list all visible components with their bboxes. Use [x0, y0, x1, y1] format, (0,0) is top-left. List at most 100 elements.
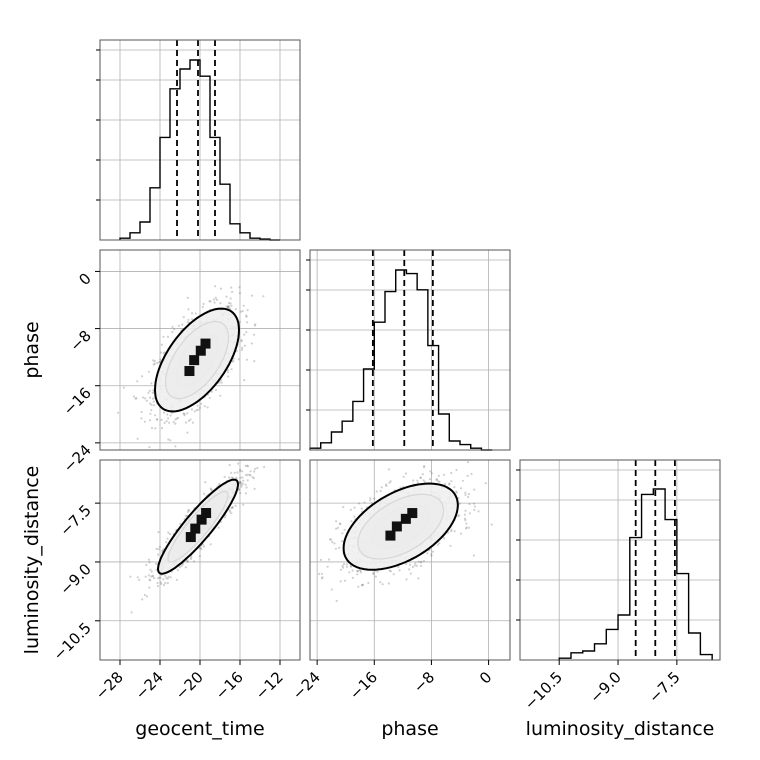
- scatter-point: [239, 476, 242, 479]
- x-axis-label: geocent_time: [135, 718, 264, 740]
- scatter-point: [175, 578, 178, 582]
- scatter-point: [389, 480, 392, 483]
- scatter-point: [262, 295, 265, 298]
- scatter-point: [240, 485, 243, 488]
- scatter-point: [147, 370, 150, 373]
- scatter-point: [409, 563, 412, 566]
- scatter-point: [217, 526, 220, 529]
- scatter-point: [138, 578, 141, 581]
- x-axis-label: luminosity_distance: [526, 718, 715, 740]
- scatter-point: [250, 342, 253, 345]
- scatter-point: [342, 506, 345, 509]
- scatter-point: [430, 554, 433, 558]
- scatter-point: [449, 544, 452, 547]
- histogram-step: [119, 59, 280, 241]
- panel-frame: [309, 459, 511, 661]
- scatter-point: [484, 482, 487, 485]
- scatter-point: [423, 464, 426, 468]
- scatter-point: [186, 296, 189, 299]
- scatter-point: [463, 513, 466, 516]
- scatter-point: [145, 595, 149, 598]
- scatter-point: [467, 495, 470, 499]
- scatter-point: [238, 482, 241, 485]
- y-tick-label: −10.5: [50, 619, 95, 664]
- scatter-point: [129, 575, 132, 578]
- scatter-point: [166, 582, 169, 585]
- scatter-point: [147, 574, 150, 577]
- scatter-point: [241, 310, 244, 313]
- scatter-point: [160, 418, 163, 421]
- scatter-point: [174, 445, 177, 448]
- scatter-point: [150, 382, 153, 385]
- scatter-point: [361, 583, 364, 586]
- scatter-point: [227, 306, 230, 310]
- scatter-point: [466, 461, 470, 464]
- scatter-point: [351, 576, 354, 580]
- scatter-point: [490, 523, 493, 526]
- scatter-point: [357, 585, 360, 588]
- scatter-point: [402, 475, 405, 478]
- scatter-point: [245, 473, 248, 477]
- scatter-point: [244, 464, 247, 467]
- scatter-point: [242, 503, 245, 506]
- scatter-point: [141, 396, 145, 399]
- scatter-point: [240, 340, 243, 343]
- scatter-point: [225, 295, 228, 298]
- scatter-point: [252, 333, 256, 336]
- scatter-point: [438, 542, 441, 545]
- panel-1-1: [309, 250, 510, 451]
- scatter-point: [240, 339, 243, 342]
- scatter-point: [149, 402, 152, 405]
- scatter-point: [472, 554, 475, 557]
- scatter-point: [136, 380, 139, 383]
- scatter-point: [166, 577, 169, 580]
- histogram-step: [558, 488, 713, 660]
- scatter-point: [201, 543, 204, 546]
- scatter-point: [349, 565, 353, 568]
- scatter-point: [411, 565, 414, 569]
- scatter-point: [187, 318, 190, 321]
- scatter-point: [450, 471, 453, 475]
- scatter-point: [367, 581, 370, 585]
- scatter-point: [246, 321, 249, 324]
- scatter-point: [426, 552, 429, 555]
- scatter-point: [209, 487, 212, 490]
- scatter-point: [345, 563, 348, 566]
- scatter-point: [203, 405, 206, 408]
- scatter-point: [152, 359, 155, 362]
- scatter-point: [184, 566, 187, 569]
- scatter-point: [226, 306, 229, 309]
- panel-1-0: [100, 250, 300, 450]
- panel-background: [520, 460, 720, 660]
- scatter-point: [147, 558, 151, 561]
- scatter-point: [175, 417, 178, 420]
- y-axis-label: phase: [21, 321, 43, 378]
- panel-2-0: [100, 460, 300, 660]
- scatter-point: [473, 508, 476, 511]
- scatter-point: [172, 421, 175, 424]
- scatter-point: [160, 343, 163, 346]
- scatter-point: [148, 419, 152, 422]
- scatter-point: [477, 510, 480, 513]
- scatter-point: [321, 576, 324, 579]
- scatter-point: [169, 414, 172, 417]
- scatter-point: [320, 577, 323, 580]
- scatter-point: [144, 575, 147, 578]
- scatter-point: [419, 561, 422, 564]
- y-tick-label: −7.5: [56, 501, 94, 539]
- scatter-point: [328, 538, 331, 541]
- scatter-point: [254, 467, 257, 470]
- y-tick-label: −24: [60, 441, 95, 476]
- density-peak-cell: [391, 521, 402, 532]
- x-tick-label: 0: [476, 668, 495, 687]
- scatter-point: [154, 427, 157, 430]
- scatter-point: [191, 312, 194, 315]
- panel-2-2: [520, 460, 720, 660]
- scatter-point: [389, 570, 392, 573]
- scatter-point: [200, 548, 203, 551]
- scatter-point: [372, 572, 375, 575]
- scatter-point: [381, 583, 384, 586]
- scatter-point: [158, 545, 162, 549]
- scatter-point: [144, 397, 147, 400]
